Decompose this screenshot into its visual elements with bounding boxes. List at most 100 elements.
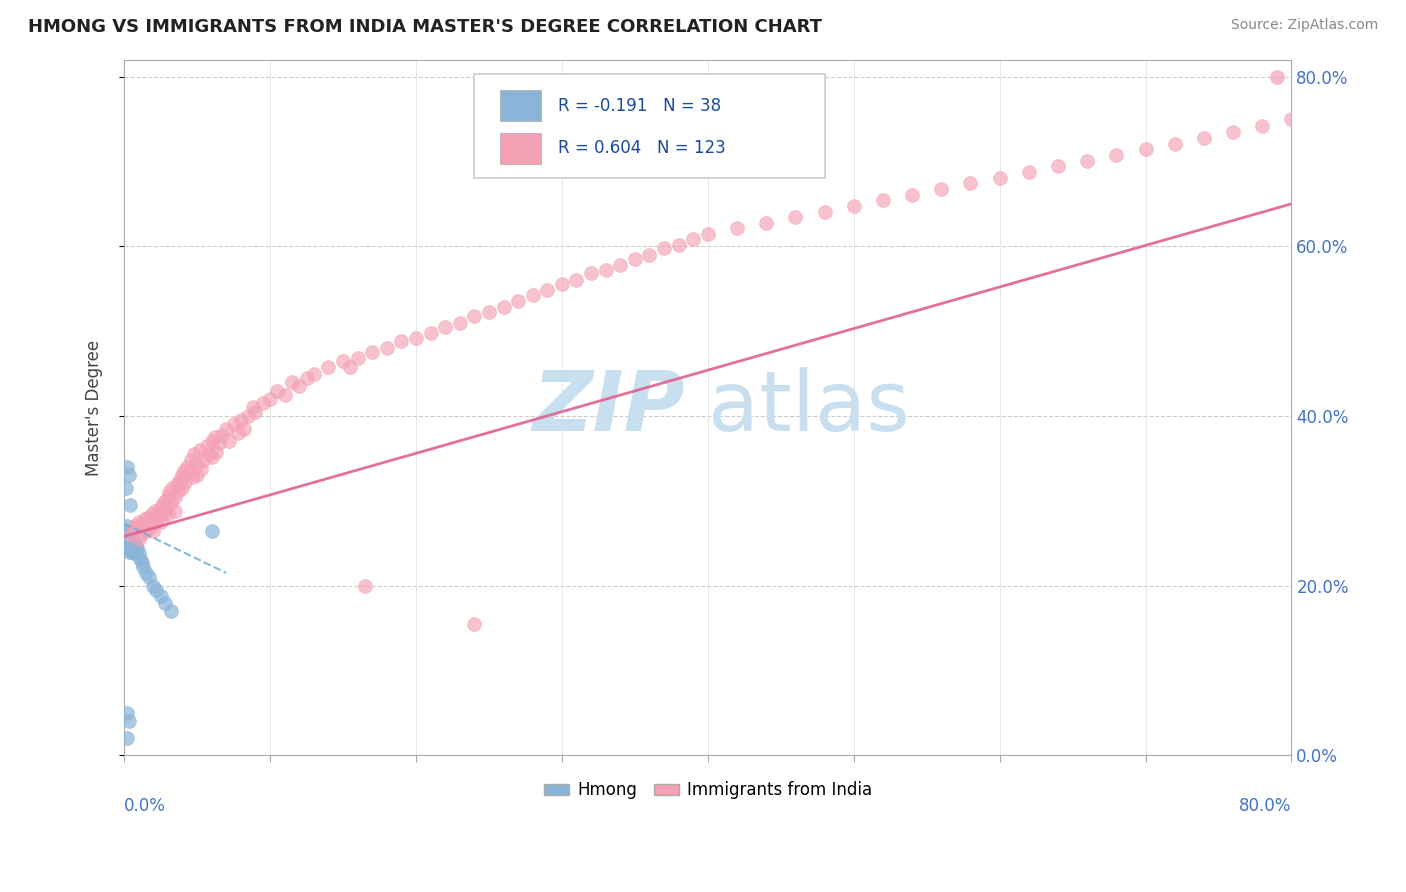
Point <box>215 422 238 436</box>
Point <box>132 560 155 574</box>
Point <box>149 502 172 516</box>
Point <box>152 507 174 521</box>
Point <box>131 555 153 569</box>
Point <box>1251 119 1274 133</box>
Point <box>259 392 281 406</box>
Point <box>449 316 471 330</box>
Point <box>117 532 139 546</box>
Point <box>149 515 172 529</box>
Text: HMONG VS IMMIGRANTS FROM INDIA MASTER'S DEGREE CORRELATION CHART: HMONG VS IMMIGRANTS FROM INDIA MASTER'S … <box>28 18 823 36</box>
Point <box>150 498 173 512</box>
Point <box>1164 137 1187 152</box>
Point <box>115 731 138 746</box>
Text: R = -0.191   N = 38: R = -0.191 N = 38 <box>558 97 721 115</box>
Point <box>197 447 219 461</box>
Point <box>273 388 295 402</box>
Point <box>1076 154 1098 169</box>
Point <box>120 538 142 552</box>
Point <box>1281 112 1303 126</box>
Point <box>131 526 153 541</box>
Point <box>165 490 187 504</box>
Point <box>245 405 267 419</box>
Point <box>176 459 198 474</box>
Point <box>135 524 157 538</box>
Point <box>288 379 311 393</box>
Point <box>492 301 515 315</box>
Point <box>595 263 617 277</box>
Point <box>252 396 274 410</box>
Point <box>624 252 647 266</box>
Text: ZIP: ZIP <box>531 367 685 448</box>
Point <box>159 495 181 509</box>
Point <box>166 476 188 491</box>
Point <box>120 527 142 541</box>
Point <box>156 507 179 521</box>
Point <box>842 198 865 212</box>
Point <box>128 546 150 560</box>
Point <box>302 367 325 381</box>
Point <box>339 359 361 374</box>
FancyBboxPatch shape <box>474 73 824 178</box>
Point <box>318 359 340 374</box>
Point <box>122 545 145 559</box>
Point <box>188 442 211 457</box>
Point <box>115 541 138 555</box>
Point <box>551 277 574 292</box>
Point <box>755 215 778 229</box>
Point <box>142 512 165 526</box>
Point <box>242 401 264 415</box>
Point <box>122 532 145 546</box>
Point <box>181 470 204 484</box>
Point <box>238 409 260 423</box>
Point <box>162 481 184 495</box>
Point <box>153 493 176 508</box>
Point <box>579 267 602 281</box>
Point <box>522 288 544 302</box>
Point <box>1105 147 1128 161</box>
Point <box>124 546 146 560</box>
Point <box>218 434 240 449</box>
Point <box>205 444 228 458</box>
Point <box>696 227 718 241</box>
Point <box>141 507 163 521</box>
Point <box>142 524 165 538</box>
Point <box>172 481 194 495</box>
Point <box>785 210 807 224</box>
Point <box>115 536 138 550</box>
Point <box>117 545 139 559</box>
Point <box>872 193 894 207</box>
Point <box>134 512 156 526</box>
Point <box>1046 159 1069 173</box>
Point <box>118 498 141 512</box>
Text: 0.0%: 0.0% <box>124 797 166 815</box>
Point <box>125 517 148 532</box>
Point <box>668 237 690 252</box>
Point <box>536 284 558 298</box>
Text: R = 0.604   N = 123: R = 0.604 N = 123 <box>558 139 725 157</box>
Point <box>159 604 181 618</box>
Point <box>165 504 187 518</box>
Point <box>156 490 179 504</box>
Point <box>725 220 748 235</box>
Point <box>118 529 141 543</box>
Point <box>128 532 150 546</box>
Point <box>1222 125 1244 139</box>
Point <box>565 273 588 287</box>
Point <box>419 326 441 340</box>
Point <box>114 481 136 495</box>
Point <box>136 510 159 524</box>
Point <box>146 509 169 524</box>
Point <box>201 450 224 464</box>
Bar <box>501 90 541 121</box>
Point <box>434 319 457 334</box>
Point <box>138 570 160 584</box>
Point <box>115 519 138 533</box>
Point <box>169 473 191 487</box>
Point <box>155 500 177 515</box>
Point <box>132 519 155 533</box>
Bar <box>501 133 541 164</box>
Point <box>172 468 194 483</box>
Point <box>135 566 157 580</box>
Y-axis label: Master's Degree: Master's Degree <box>86 340 103 475</box>
Point <box>114 524 136 538</box>
